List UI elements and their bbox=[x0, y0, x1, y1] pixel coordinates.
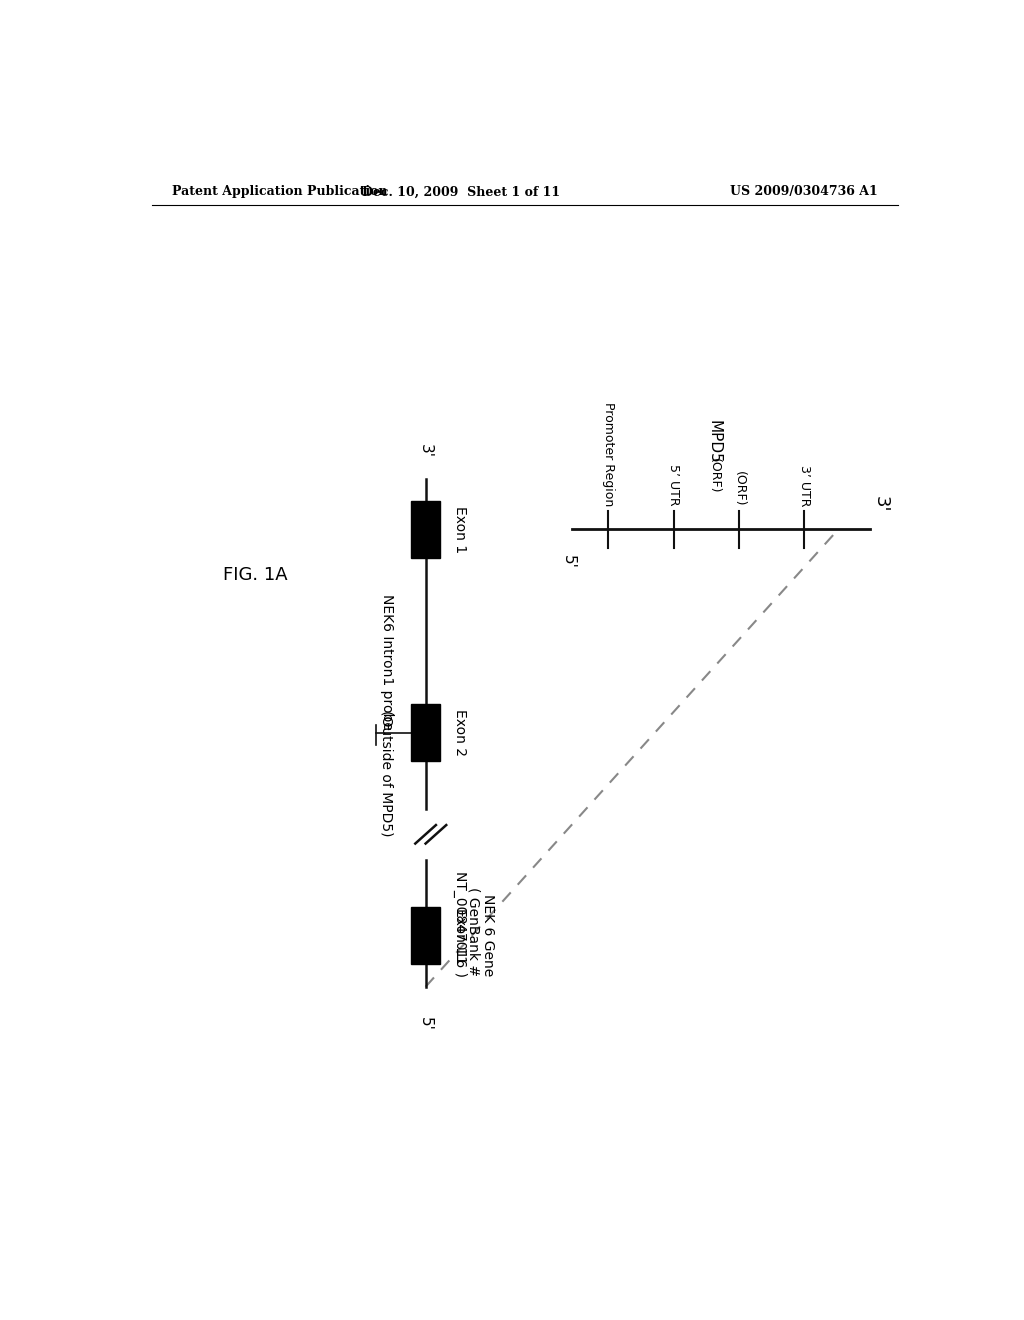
Text: (ORF): (ORF) bbox=[732, 470, 745, 506]
Text: 5’ UTR: 5’ UTR bbox=[668, 465, 681, 506]
Text: Dec. 10, 2009  Sheet 1 of 11: Dec. 10, 2009 Sheet 1 of 11 bbox=[362, 185, 560, 198]
Text: Exon 1: Exon 1 bbox=[454, 506, 467, 553]
Text: (ORF): (ORF) bbox=[708, 458, 721, 494]
Text: (Outside of MPD5): (Outside of MPD5) bbox=[380, 710, 394, 837]
Text: Patent Application Publication: Patent Application Publication bbox=[172, 185, 387, 198]
Text: 3': 3' bbox=[871, 496, 889, 512]
Text: US 2009/0304736 A1: US 2009/0304736 A1 bbox=[730, 185, 878, 198]
Text: NT_00847016 ): NT_00847016 ) bbox=[453, 871, 467, 977]
Text: 3': 3' bbox=[418, 445, 433, 458]
Bar bbox=[412, 907, 440, 965]
Text: 3’ UTR: 3’ UTR bbox=[798, 465, 811, 506]
Text: 5': 5' bbox=[418, 1018, 433, 1031]
Text: FIG. 1A: FIG. 1A bbox=[223, 566, 288, 585]
Text: MPD5: MPD5 bbox=[707, 420, 722, 463]
Text: ( GenBank #: ( GenBank # bbox=[467, 887, 481, 977]
Bar bbox=[412, 500, 440, 558]
Text: 5': 5' bbox=[561, 554, 575, 569]
Text: Promoter Region: Promoter Region bbox=[602, 401, 614, 506]
Text: Exon 11: Exon 11 bbox=[454, 908, 467, 964]
Text: Exon 2: Exon 2 bbox=[454, 709, 467, 756]
Bar bbox=[412, 704, 440, 762]
Text: NEK6 Intron1 probe: NEK6 Intron1 probe bbox=[380, 594, 394, 730]
Text: NEK 6 Gene: NEK 6 Gene bbox=[481, 895, 496, 977]
